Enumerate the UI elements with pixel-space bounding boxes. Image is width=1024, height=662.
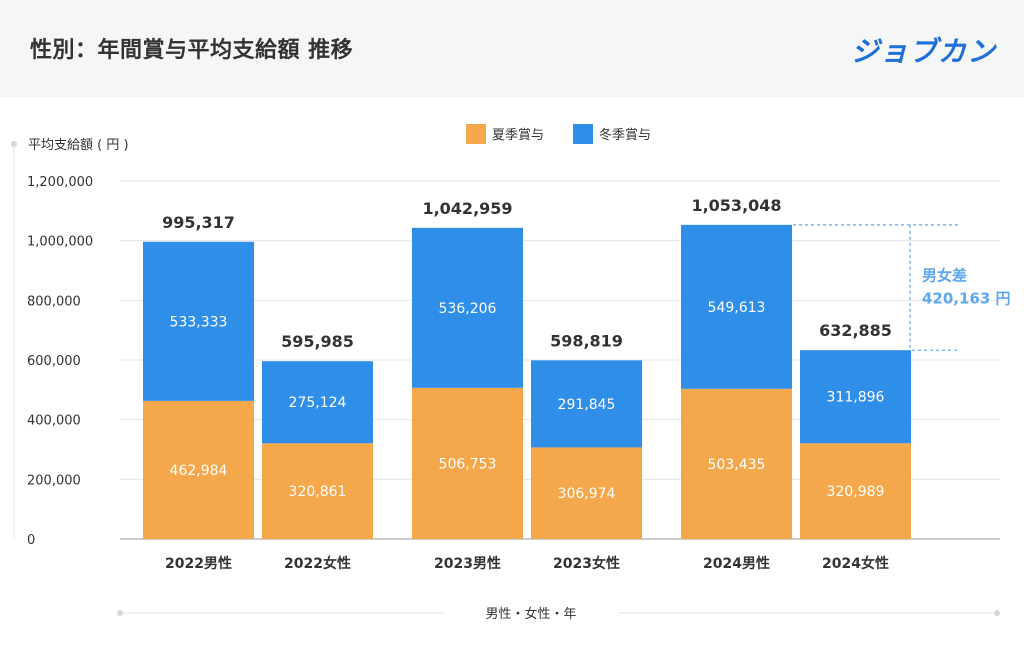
x-tick-label: 2024女性 (822, 555, 889, 572)
y-axis-title: 平均支給額 ( 円 ) (28, 138, 129, 153)
x-tick-label: 2023男性 (434, 555, 501, 572)
bar-summer (143, 400, 254, 539)
bar-summer (412, 387, 523, 539)
y-tick-label: 400,000 (27, 414, 81, 429)
bar-label-summer: 320,989 (827, 484, 885, 500)
bar-summer (531, 447, 642, 539)
bar-label-winter: 291,845 (558, 397, 616, 413)
x-tick-label: 2023女性 (553, 555, 620, 572)
bar-label-summer: 503,435 (708, 457, 766, 473)
bar-total-label: 1,042,959 (422, 199, 512, 218)
bar-summer (800, 443, 911, 539)
x-tick-label: 2022男性 (165, 555, 232, 572)
header-bar: 性別：年間賞与平均支給額 推移 ジョブカン (0, 0, 1024, 98)
bar-total-label: 632,885 (819, 321, 892, 340)
bar-winter (412, 227, 523, 388)
y-tick-label: 800,000 (27, 294, 81, 309)
legend-label-summer: 夏季賞与 (492, 128, 544, 143)
bar-label-summer: 306,974 (558, 486, 616, 502)
bar-winter (262, 361, 373, 444)
x-axis-dot-left (117, 610, 123, 616)
bar-total-label: 1,053,048 (691, 196, 781, 215)
y-tick-label: 600,000 (27, 354, 81, 369)
x-axis-dot-right (994, 610, 1000, 616)
gap-label: 男女差 (922, 267, 967, 285)
bar-label-summer: 462,984 (170, 463, 228, 479)
legend-swatch-summer (466, 124, 486, 144)
y-tick-label: 1,200,000 (27, 175, 93, 190)
bar-winter (681, 224, 792, 389)
bonus-chart: 平均支給額 ( 円 ) 0 200,000 400,000 600,000 800,000… (11, 124, 1011, 622)
x-tick-label: 2024男性 (703, 555, 770, 572)
y-tick-label: 1,000,000 (27, 235, 93, 250)
x-tick-label: 2022女性 (284, 555, 351, 572)
bar-label-winter: 275,124 (289, 395, 347, 411)
page-title: 性別：年間賞与平均支給額 推移 (30, 38, 354, 63)
legend-swatch-winter (573, 124, 593, 144)
y-tick-label: 200,000 (27, 473, 81, 488)
bar-winter (143, 241, 254, 401)
brand-logo: ジョブカン (850, 35, 996, 68)
bar-summer (681, 388, 792, 539)
chart-area: 平均支給額 ( 円 ) 0 200,000 400,000 600,000 800,000… (0, 98, 1024, 658)
bar-winter (531, 360, 642, 448)
bar-total-label: 595,985 (281, 332, 354, 351)
y-tick-label: 0 (27, 533, 35, 548)
bar-label-summer: 320,861 (289, 484, 347, 500)
y-axis-dot (11, 141, 17, 147)
bar-label-summer: 506,753 (439, 456, 497, 472)
bar-summer (262, 443, 373, 539)
bar-label-winter: 533,333 (170, 314, 228, 330)
bar-label-winter: 536,206 (439, 301, 497, 317)
bar-total-label: 995,317 (162, 213, 235, 232)
bar-label-winter: 549,613 (708, 300, 766, 316)
bar-label-winter: 311,896 (827, 390, 885, 406)
x-axis-title: 男性・女性・年 (485, 606, 576, 622)
gap-value: 420,163 円 (922, 290, 1011, 308)
bar-winter (800, 350, 911, 444)
bar-total-label: 598,819 (550, 331, 623, 350)
legend-label-winter: 冬季賞与 (599, 127, 651, 143)
